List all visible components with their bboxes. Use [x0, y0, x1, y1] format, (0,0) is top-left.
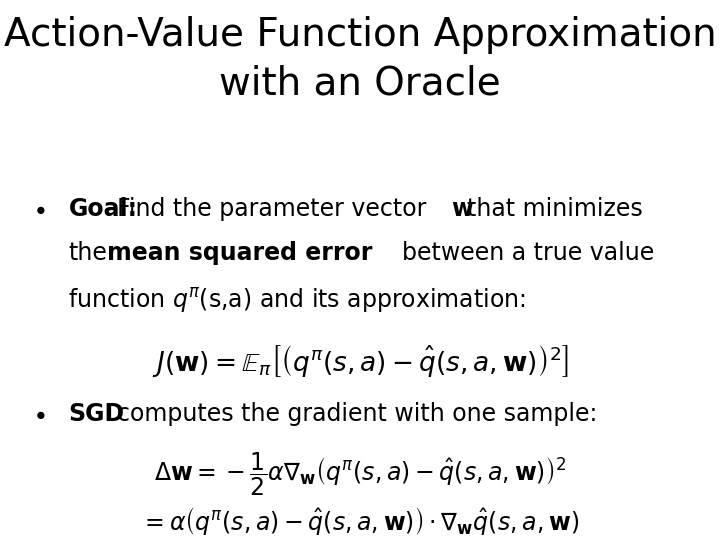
Text: Find the parameter vector: Find the parameter vector [117, 197, 427, 221]
Text: $\bullet$: $\bullet$ [32, 402, 46, 426]
Text: $\bullet$: $\bullet$ [32, 197, 46, 221]
Text: mean squared error: mean squared error [107, 241, 372, 265]
Text: function $q^{\pi}$(s,a) and its approximation:: function $q^{\pi}$(s,a) and its approxim… [68, 286, 526, 315]
Text: Action-Value Function Approximation
with an Oracle: Action-Value Function Approximation with… [4, 16, 716, 103]
Text: Goal:: Goal: [68, 197, 138, 221]
Text: w: w [451, 197, 472, 221]
Text: $= \alpha\left(q^{\pi}(s,a) - \hat{q}(s,a,\mathbf{w})\right)\cdot\nabla_{\mathbf: $= \alpha\left(q^{\pi}(s,a) - \hat{q}(s,… [140, 505, 580, 537]
Text: $\Delta\mathbf{w} = -\dfrac{1}{2}\alpha\nabla_{\mathbf{w}}\left(q^{\pi}(s,a) - \: $\Delta\mathbf{w} = -\dfrac{1}{2}\alpha\… [154, 451, 566, 498]
Text: that minimizes: that minimizes [467, 197, 642, 221]
Text: $J(\mathbf{w}) = \mathbb{E}_{\pi}\left[\left(q^{\pi}(s,a) - \hat{q}(s,a,\mathbf{: $J(\mathbf{w}) = \mathbb{E}_{\pi}\left[\… [152, 343, 568, 379]
Text: computes the gradient with one sample:: computes the gradient with one sample: [117, 402, 598, 426]
Text: the: the [68, 241, 107, 265]
Text: SGD: SGD [68, 402, 125, 426]
Text: between a true value: between a true value [402, 241, 654, 265]
